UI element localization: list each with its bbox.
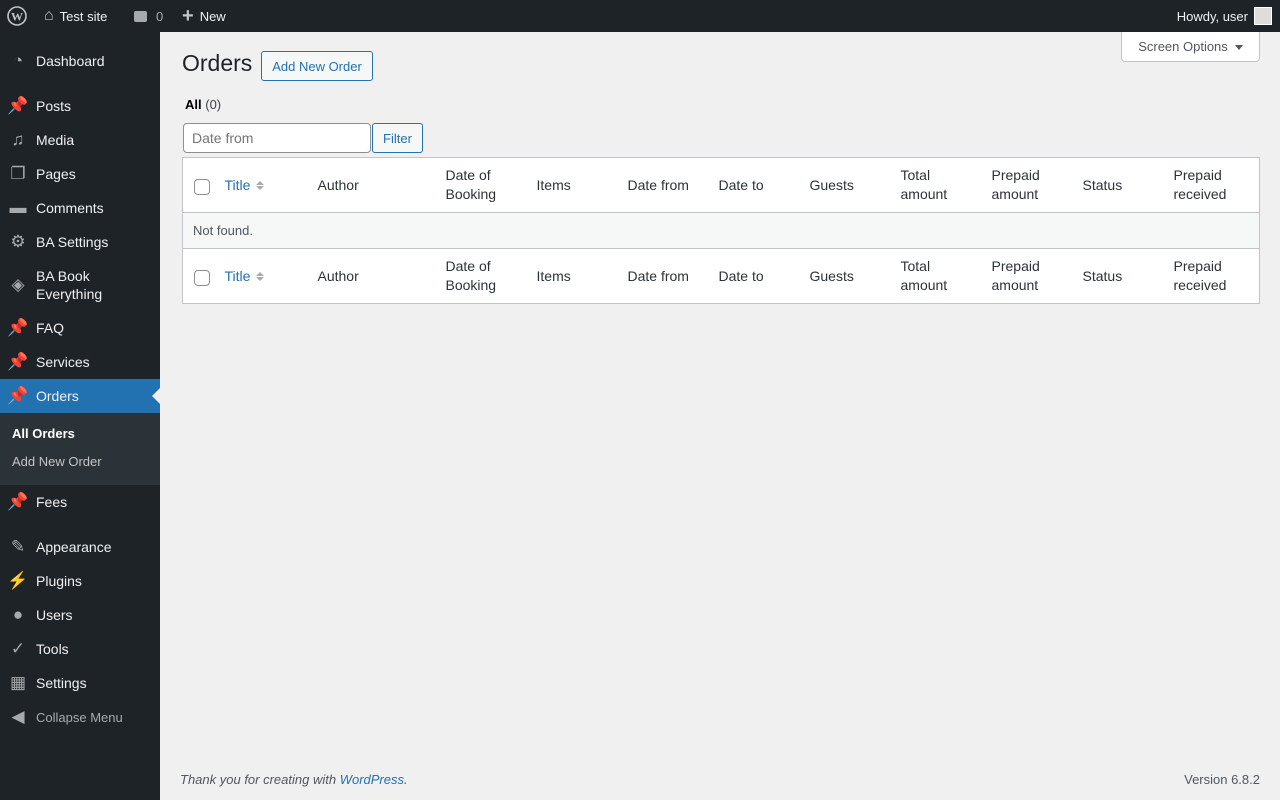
screen-options-button[interactable]: Screen Options xyxy=(1121,32,1260,62)
submenu-item[interactable]: All Orders xyxy=(12,425,75,441)
sidebar-item-fees[interactable]: 📌 Fees xyxy=(0,485,160,519)
column-header: Total amount xyxy=(890,157,982,213)
column-header: Guests xyxy=(799,248,891,304)
column-header: Prepaid received xyxy=(1163,157,1260,213)
wordpress-logo-icon[interactable]: W xyxy=(7,0,27,32)
pin-icon: 📌 xyxy=(7,386,29,405)
select-all-checkbox-cell xyxy=(182,248,215,304)
column-title[interactable]: Title xyxy=(214,157,308,213)
empty-message: Not found. xyxy=(182,212,1260,249)
footer: Thank you for creating with WordPress. V… xyxy=(180,772,1260,787)
sort-icon xyxy=(256,180,265,190)
sidebar-item-orders[interactable]: 📌 Orders xyxy=(0,379,160,413)
select-all-checkbox[interactable] xyxy=(194,270,210,286)
orders-table: Title Author Date of Booking Items Date from… xyxy=(182,157,1260,304)
collapse-icon: ◀ xyxy=(11,707,25,726)
column-header: Date to xyxy=(708,248,800,304)
sidebar-item-media[interactable]: ♫ Media xyxy=(0,123,160,157)
column-header: Date from xyxy=(617,157,709,213)
select-all-checkbox[interactable] xyxy=(194,179,210,195)
column-header: Prepaid amount xyxy=(981,248,1073,304)
column-header: Date of Booking xyxy=(435,157,527,213)
sidebar-item-plugins[interactable]: ⚡ Plugins xyxy=(0,564,160,598)
add-new-order-button[interactable]: Add New Order xyxy=(261,51,373,81)
column-header: Status xyxy=(1072,248,1164,304)
gear-icon: ⚙ xyxy=(10,232,26,251)
filter-button[interactable]: Filter xyxy=(372,123,423,153)
home-icon: ⌂ xyxy=(44,7,54,24)
pages-icon: ❐ xyxy=(10,164,26,183)
account-menu[interactable]: Howdy, user xyxy=(1177,0,1272,32)
sidebar-item-dashboard[interactable]: ◔ Dashboard xyxy=(0,44,160,78)
sidebar-item-tools[interactable]: ✓ Tools xyxy=(0,632,160,666)
submenu-item[interactable]: Add New Order xyxy=(12,453,102,469)
pin-icon: 📌 xyxy=(7,96,29,115)
orders-submenu: All Orders Add New Order xyxy=(0,413,160,485)
comment-icon: ▬ xyxy=(9,198,27,217)
sidebar-item-comments[interactable]: ▬ Comments xyxy=(0,191,160,225)
collapse-menu-button[interactable]: ◀ Collapse Menu xyxy=(0,700,160,734)
table-row: Not found. xyxy=(182,212,1260,249)
plugin-icon: ⚡ xyxy=(7,571,29,590)
media-icon: ♫ xyxy=(11,130,25,149)
column-header: Author xyxy=(307,157,436,213)
column-header: Status xyxy=(1072,157,1164,213)
sidebar-item-appearance[interactable]: ✎ Appearance xyxy=(0,530,160,564)
user-icon: ● xyxy=(12,605,24,624)
sort-icon xyxy=(256,271,265,281)
new-content-link[interactable]: + New xyxy=(182,4,226,27)
sidebar-item-ba-settings[interactable]: ⚙ BA Settings xyxy=(0,225,160,259)
plus-icon: + xyxy=(182,4,194,27)
column-header: Author xyxy=(307,248,436,304)
sidebar-item-users[interactable]: ● Users xyxy=(0,598,160,632)
wrench-icon: ✓ xyxy=(10,639,26,658)
version-text: Version 6.8.2 xyxy=(1184,772,1260,787)
pin-icon: 📌 xyxy=(7,318,29,337)
sidebar-item-posts[interactable]: 📌 Posts xyxy=(0,89,160,123)
avatar xyxy=(1254,7,1272,25)
date-from-input[interactable] xyxy=(183,123,371,153)
column-header: Items xyxy=(526,157,618,213)
admin-sidebar: ◔ Dashboard 📌 Posts ♫ Media ❐ Pages ▬ Comments ⚙ BA… xyxy=(0,32,160,800)
page-title: Orders xyxy=(182,50,253,76)
svg-text:W: W xyxy=(11,10,23,24)
brush-icon: ✎ xyxy=(10,537,26,556)
column-header: Guests xyxy=(799,157,891,213)
admin-bar: W ⌂ Test site 0 + New Howdy, user xyxy=(0,0,1280,32)
sidebar-item-ba-book-everything[interactable]: ◈ BA Book Everything xyxy=(0,259,160,311)
view-all-link[interactable]: All (0) xyxy=(185,97,222,112)
column-header: Items xyxy=(526,248,618,304)
sidebar-item-services[interactable]: 📌 Services xyxy=(0,345,160,379)
caret-down-icon xyxy=(1234,44,1243,54)
dashboard-icon: ◔ xyxy=(12,51,24,70)
comments-link[interactable]: 0 xyxy=(134,0,163,32)
select-all-checkbox-cell xyxy=(182,157,215,213)
pin-icon: 📌 xyxy=(7,352,29,371)
column-header: Date of Booking xyxy=(435,248,527,304)
wordpress-link[interactable]: WordPress xyxy=(339,772,404,787)
pin-icon: 📌 xyxy=(7,492,29,511)
table-footer-row: Title Author Date of Booking Items Date from… xyxy=(182,248,1260,304)
column-header: Date to xyxy=(708,157,800,213)
comment-icon xyxy=(134,10,147,22)
site-link[interactable]: ⌂ Test site xyxy=(44,7,108,24)
column-header: Prepaid received xyxy=(1163,248,1260,304)
tag-icon: ◈ xyxy=(11,275,25,294)
table-header-row: Title Author Date of Booking Items Date from… xyxy=(182,157,1260,213)
sidebar-item-settings[interactable]: ▦ Settings xyxy=(0,666,160,700)
sidebar-item-pages[interactable]: ❐ Pages xyxy=(0,157,160,191)
column-header: Date from xyxy=(617,248,709,304)
settings-icon: ▦ xyxy=(9,673,27,692)
column-header: Prepaid amount xyxy=(981,157,1073,213)
sidebar-item-faq[interactable]: 📌 FAQ xyxy=(0,311,160,345)
column-header: Total amount xyxy=(890,248,982,304)
column-title[interactable]: Title xyxy=(214,248,308,304)
footer-thanks: Thank you for creating with WordPress. xyxy=(180,772,408,787)
